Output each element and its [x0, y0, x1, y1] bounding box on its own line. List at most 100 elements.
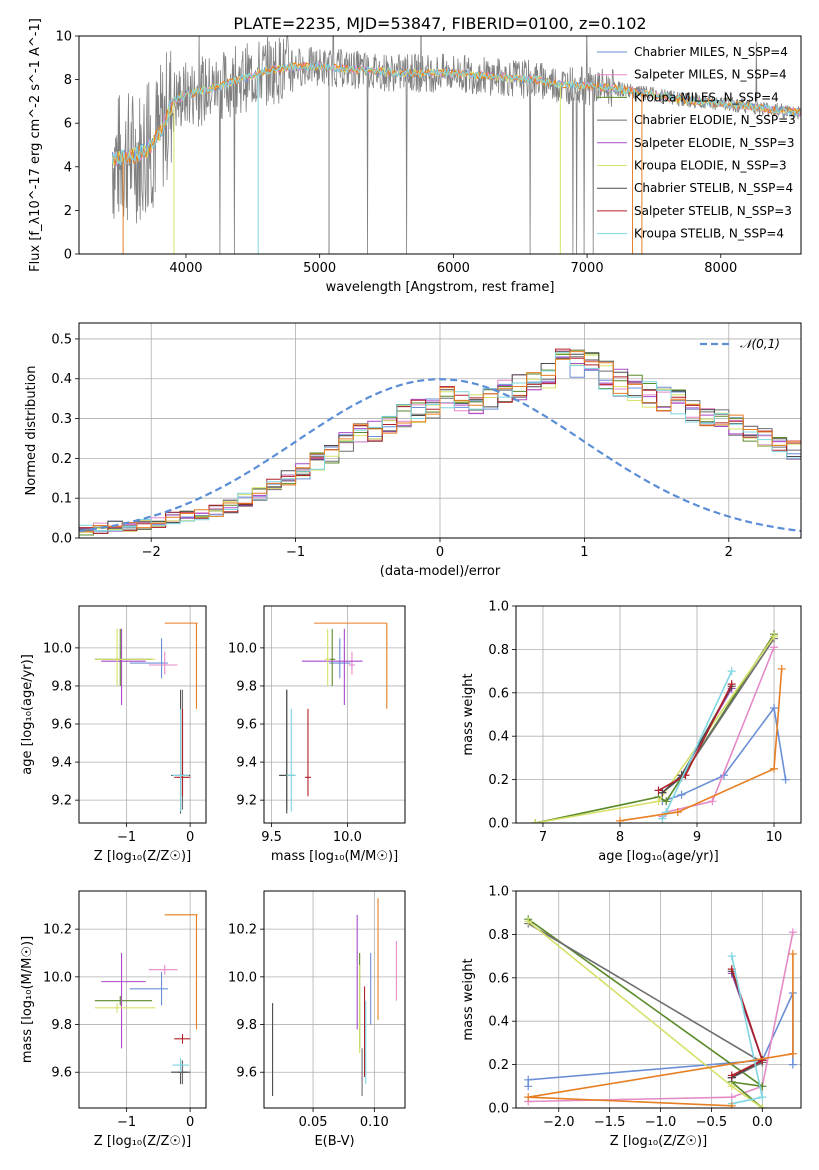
x-tick-label: −0.5 — [696, 1115, 728, 1130]
residuals-axes: −2 −1 0 1 2 0.0 0.1 0.2 0.3 0.4 0.5 (data-model)/er… — [24, 323, 801, 579]
legend-entry-label: Kroupa MILES, N_SSP=4 — [634, 90, 779, 104]
axes-frame — [515, 605, 802, 824]
x-tick-label: 0.10 — [360, 1115, 389, 1130]
histogram-step-line — [79, 351, 801, 538]
y-tick-label: 4 — [64, 160, 72, 175]
y-tick-label: 10.0 — [43, 970, 72, 985]
y-tick-label: 0.5 — [51, 332, 72, 347]
weight-marker — [658, 814, 667, 823]
x-tick-label: 8000 — [704, 261, 737, 276]
histogram-step-line — [79, 356, 801, 538]
weight-marker — [770, 632, 779, 641]
y-tick-label: 9.2 — [51, 794, 72, 809]
weight-marker — [673, 808, 682, 817]
y-tick-label: 9.4 — [236, 756, 257, 771]
weight-marker — [788, 949, 797, 958]
x-tick-label: 8 — [616, 830, 624, 845]
weight-marker — [654, 786, 663, 795]
y-tick-label: 0.4 — [488, 730, 509, 745]
axes-frame — [263, 890, 406, 1109]
legend-entry-label: Chabrier STELIB, N_SSP=4 — [634, 181, 793, 195]
y-tick-label: 0.6 — [488, 971, 509, 986]
y-axis-label: mass [log₁₀(M/M☉)] — [20, 936, 35, 1063]
x-tick-label: 1 — [580, 545, 588, 560]
mass_vs_ebv-series — [272, 898, 397, 1097]
x-tick-label: −1 — [286, 545, 305, 560]
axes-frame — [263, 605, 406, 824]
y-tick-label: 2 — [64, 204, 72, 219]
weight-marker — [524, 1075, 533, 1084]
massweight_vs_Z-axes: −2.0 −1.5 −1.0 −0.5 0.0 0.0 0.2 0.4 0.6 0.8 1.0 Z [… — [461, 885, 801, 1149]
legend-entry-label: Kroupa ELODIE, N_SSP=3 — [634, 159, 787, 173]
y-tick-label: 0.0 — [488, 1102, 509, 1117]
spectrum-legend: Chabrier MILES, N_SSP=4 Salpeter MILES, N… — [597, 45, 796, 241]
weight-marker — [727, 1101, 736, 1108]
x-axis-label: mass [log₁₀(M/M☉)] — [271, 849, 398, 864]
y-tick-label: 9.2 — [236, 794, 257, 809]
weight-marker — [770, 764, 779, 773]
mass_vs_Z-axes: −1 0 9.6 9.8 10.0 10.2 Z [log₁₀(Z/Z☉)] mass [lo… — [20, 891, 206, 1149]
weight-marker — [662, 797, 671, 806]
weight-line — [658, 683, 733, 792]
x-axis-label: age [log₁₀(age/yr)] — [598, 849, 719, 864]
x-axis-label: E(B-V) — [314, 1134, 354, 1149]
x-tick-label: 4000 — [169, 261, 202, 276]
x-tick-label: 9 — [693, 830, 701, 845]
y-tick-label: 1.0 — [488, 885, 509, 900]
x-tick-label: 9.5 — [261, 830, 282, 845]
age_vs_mass-axes: 9.5 10.0 9.2 9.4 9.6 9.8 10.0 mass [log₁₀(M/M☉)… — [228, 606, 405, 864]
y-tick-label: 8 — [64, 73, 72, 88]
y-tick-label: 9.6 — [236, 718, 257, 733]
weight-marker — [662, 808, 671, 817]
histogram-step-line — [79, 352, 801, 538]
x-tick-label: 7000 — [571, 261, 604, 276]
y-tick-label: 0.3 — [51, 412, 72, 427]
x-tick-label: 0 — [186, 1115, 194, 1130]
weight-line — [662, 706, 787, 803]
y-tick-label: 9.8 — [51, 679, 72, 694]
weight-marker — [677, 790, 686, 799]
x-tick-label: 0 — [186, 830, 194, 845]
weight-marker — [758, 1056, 767, 1065]
x-tick-label: 10 — [766, 830, 783, 845]
y-axis-label: age [log₁₀(age/yr)] — [20, 654, 35, 775]
y-tick-label: 0.0 — [51, 532, 72, 547]
y-tick-label: 9.4 — [51, 756, 72, 771]
weight-marker — [727, 1082, 736, 1091]
legend-entry-label: Kroupa STELIB, N_SSP=4 — [634, 227, 784, 241]
x-tick-label: −1.5 — [594, 1115, 626, 1130]
x-axis-label: Z [log₁₀(Z/Z☉)] — [94, 849, 191, 864]
legend-entry-label: Salpeter MILES, N_SSP=4 — [634, 68, 787, 82]
y-tick-label: 0 — [64, 248, 72, 263]
y-tick-label: 10.0 — [43, 641, 72, 656]
spectrum-axes: 4000 5000 6000 7000 8000 0 2 4 6 8 10 wavelength [A… — [28, 18, 737, 295]
legend-entry-label: 𝒩(0,1) — [740, 337, 780, 351]
y-tick-label: 10.0 — [228, 970, 257, 985]
weight-marker — [788, 928, 797, 937]
weight-marker — [758, 1104, 767, 1108]
weight-marker — [727, 667, 736, 676]
weight-marker — [777, 664, 786, 673]
y-tick-label: 0.2 — [488, 1058, 509, 1073]
legend-entry-label: Chabrier MILES, N_SSP=4 — [634, 45, 788, 59]
x-tick-label: 7 — [539, 830, 547, 845]
x-tick-label: 2 — [725, 545, 733, 560]
x-tick-label: 10.0 — [333, 830, 362, 845]
y-tick-label: 9.6 — [51, 1066, 72, 1081]
y-tick-label: 10.0 — [228, 641, 257, 656]
model-spectrum-line — [111, 61, 801, 166]
y-tick-label: 0.8 — [488, 928, 509, 943]
y-axis-label: mass weight — [461, 958, 476, 1040]
x-tick-label: −1.0 — [645, 1115, 677, 1130]
spectrum-series — [111, 36, 801, 254]
x-axis-label: Z [log₁₀(Z/Z☉)] — [610, 1134, 707, 1149]
y-tick-label: 9.6 — [236, 1066, 257, 1081]
observed-spectrum-line — [112, 36, 801, 254]
y-axis-label: Normed distribution — [24, 366, 39, 496]
x-tick-label: 0.0 — [752, 1115, 773, 1130]
y-tick-label: 10.2 — [228, 923, 257, 938]
age_vs_Z-axes: −1 0 9.2 9.4 9.6 9.8 10.0 Z [log₁₀(Z/Z☉)] age [l… — [20, 606, 206, 864]
weight-marker — [781, 775, 790, 784]
weight-line — [731, 955, 764, 1105]
